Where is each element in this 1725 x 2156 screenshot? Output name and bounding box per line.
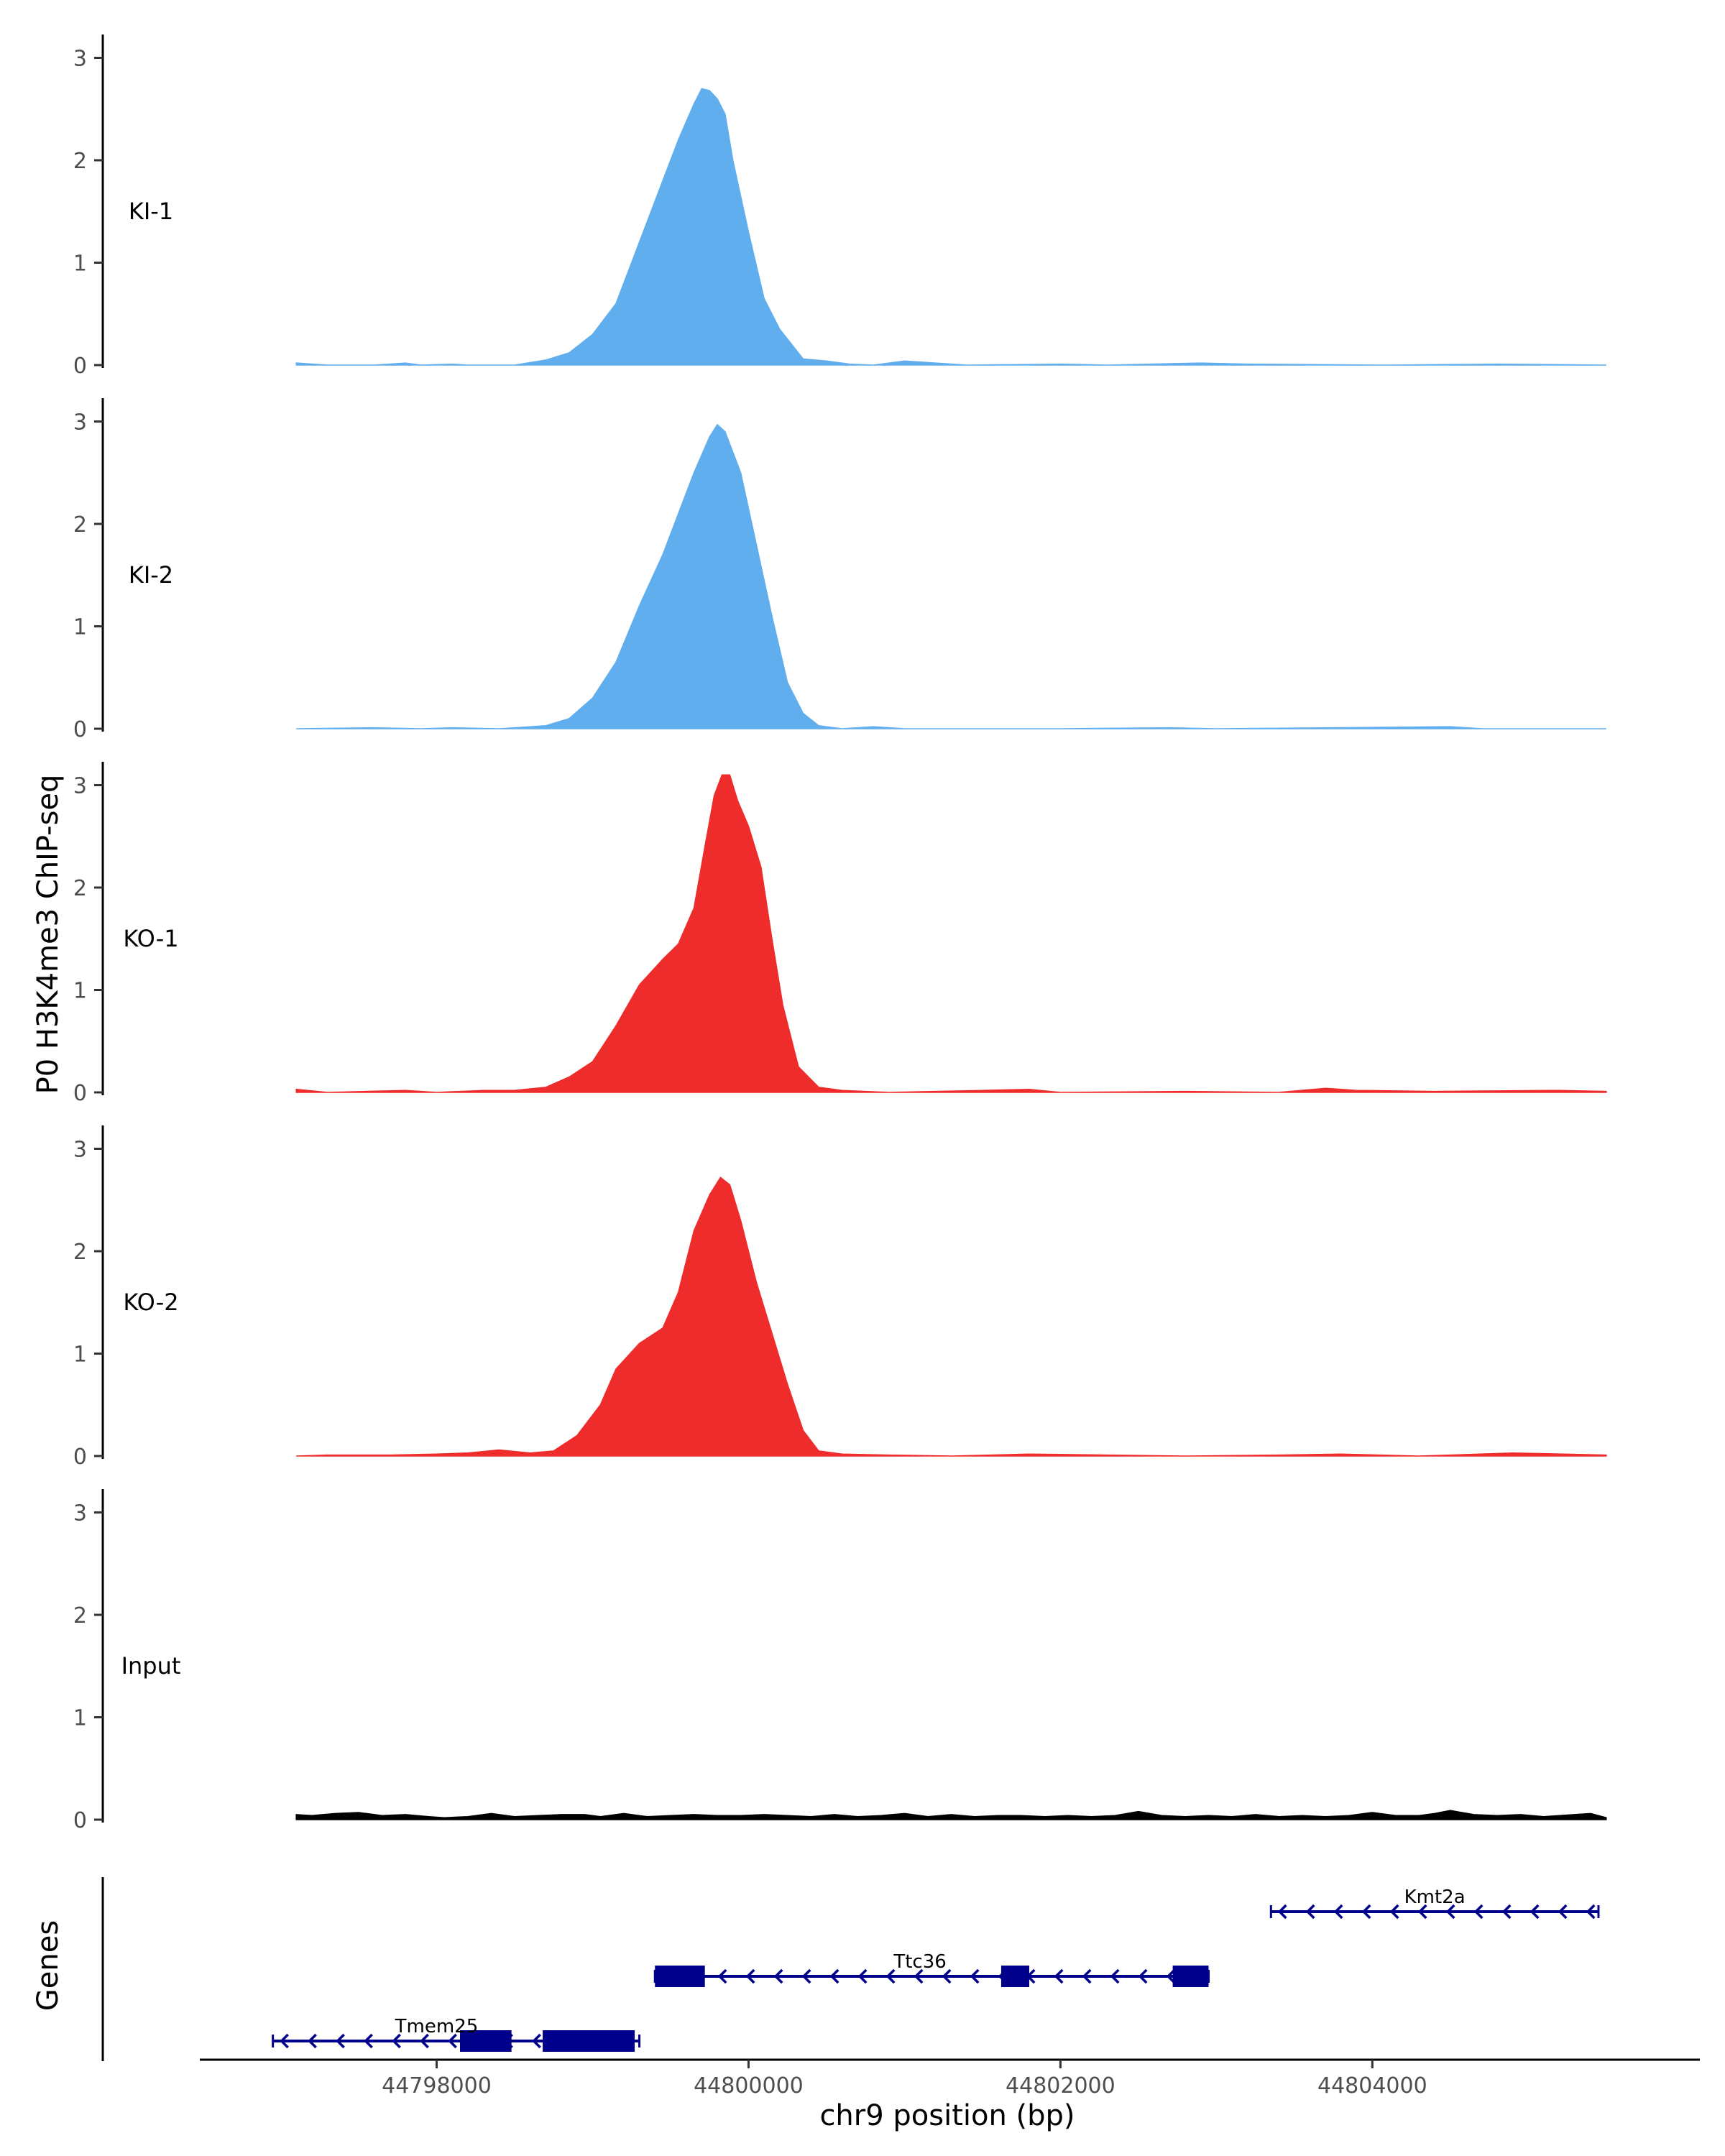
strand-chevron (857, 1968, 868, 1984)
strand-chevron (1530, 1904, 1540, 1920)
exon-block (460, 2030, 512, 2052)
gene-label: Tmem25 (395, 2016, 479, 2037)
y-tick-label: 0 (73, 1081, 87, 1106)
strand-chevron (1082, 1968, 1092, 1984)
exon-block (1000, 1966, 1029, 1987)
gene-label: Kmt2a (1404, 1886, 1466, 1908)
genes-axis-title: Genes (32, 1920, 65, 2011)
strand-chevron (970, 1968, 980, 1984)
track-ko-1: 0 1 2 3 KO-1 (73, 762, 1607, 1106)
strand-chevron (420, 2033, 429, 2049)
strand-chevron (1333, 1904, 1343, 1920)
strand-chevron (1417, 1904, 1427, 1920)
exon-block (655, 1966, 705, 1987)
strand-chevron (308, 2033, 317, 2049)
gene-kmt2a: Kmt2a (1269, 1886, 1600, 1920)
strand-chevron (717, 1968, 727, 1984)
y-tick-label: 1 (73, 1342, 87, 1368)
strand-chevron (1110, 1968, 1120, 1984)
strand-chevron (1277, 1904, 1287, 1920)
track-ki-1: 0 1 2 3 KI-1 (73, 34, 1606, 379)
strand-chevron (942, 1968, 952, 1984)
strand-chevron (532, 2033, 541, 2049)
track-ki-2: 0 1 2 3 KI-2 (73, 398, 1606, 742)
track-label: KO-2 (123, 1289, 178, 1316)
exon-block (543, 2030, 635, 2052)
y-tick-label: 3 (73, 774, 87, 799)
x-tick-label: 44800000 (694, 2073, 804, 2099)
gene-annotation-track: Kmt2a Ttc36 Tmem25 (101, 1877, 1600, 2061)
strand-chevron (801, 1968, 811, 1984)
track-label: KO-1 (123, 925, 178, 952)
x-tick-label: 44798000 (382, 2073, 492, 2099)
track-ko-2: 0 1 2 3 KO-2 (73, 1125, 1607, 1470)
y-tick-label: 1 (73, 1706, 87, 1731)
strand-chevron (364, 2033, 373, 2049)
strand-chevron (914, 1968, 924, 1984)
strand-chevron (392, 2033, 401, 2049)
y-tick-label: 2 (73, 149, 87, 174)
strand-chevron (829, 1968, 840, 1984)
y-tick-label: 0 (73, 717, 87, 742)
y-tick-label: 0 (73, 1445, 87, 1470)
strand-chevron (1473, 1904, 1484, 1920)
strand-chevron (1586, 1904, 1596, 1920)
y-tick-label: 2 (73, 1603, 87, 1628)
x-tick-label: 44802000 (1006, 2073, 1116, 2099)
strand-chevron (336, 2033, 345, 2049)
signal-area (295, 774, 1607, 1093)
y-tick-label: 2 (73, 876, 87, 901)
y-tick-label: 3 (73, 410, 87, 436)
strand-chevron (1054, 1968, 1064, 1984)
strand-chevron (773, 1968, 783, 1984)
y-tick-label: 0 (73, 1808, 87, 1833)
gene-tmem25: Tmem25 (272, 2016, 641, 2052)
signal-area (295, 1810, 1607, 1820)
y-tick-label: 1 (73, 615, 87, 640)
signal-area (296, 1176, 1607, 1457)
x-tick-label: 44804000 (1317, 2073, 1427, 2099)
y-tick-label: 3 (73, 1501, 87, 1526)
y-tick-label: 2 (73, 1240, 87, 1265)
track-label: KI-2 (129, 561, 173, 589)
signal-tracks: 0 1 2 3 KI-1 0 1 2 3 KI-2 0 1 2 3 KO-1 0 1 2 3 KO-2 0 1 2 3 Inpu… (73, 34, 1607, 1833)
strand-chevron (1138, 1968, 1148, 1984)
gene-ttc36: Ttc36 (653, 1951, 1210, 1987)
y-tick-label: 3 (73, 47, 87, 72)
y-tick-label: 3 (73, 1138, 87, 1163)
exon-block (1172, 1966, 1209, 1987)
signal-area (295, 88, 1606, 366)
gene-label: Ttc36 (893, 1951, 946, 1973)
strand-chevron (1361, 1904, 1371, 1920)
y-tick-label: 2 (73, 512, 87, 538)
track-label: Input (121, 1652, 181, 1680)
strand-chevron (745, 1968, 755, 1984)
y-tick-label: 0 (73, 354, 87, 379)
strand-chevron (1558, 1904, 1568, 1920)
y-tick-label: 1 (73, 979, 87, 1004)
x-axis: 44798000 44800000 44802000 44804000 (200, 2058, 1700, 2099)
strand-chevron (1389, 1904, 1399, 1920)
strand-chevron (1501, 1904, 1512, 1920)
strand-chevron (448, 2033, 457, 2049)
strand-chevron (886, 1968, 896, 1984)
track-input: 0 1 2 3 Input (73, 1489, 1607, 1833)
strand-chevron (1445, 1904, 1455, 1920)
strand-chevron (1305, 1904, 1315, 1920)
track-label: KI-1 (129, 198, 173, 225)
y-axis-title: P0 H3K4me3 ChIP-seq (32, 775, 65, 1095)
x-axis-title: chr9 position (bp) (819, 2099, 1075, 2132)
signal-area (296, 423, 1606, 729)
strand-chevron (280, 2033, 289, 2049)
strand-chevron (1166, 1968, 1176, 1984)
y-tick-label: 1 (73, 252, 87, 277)
